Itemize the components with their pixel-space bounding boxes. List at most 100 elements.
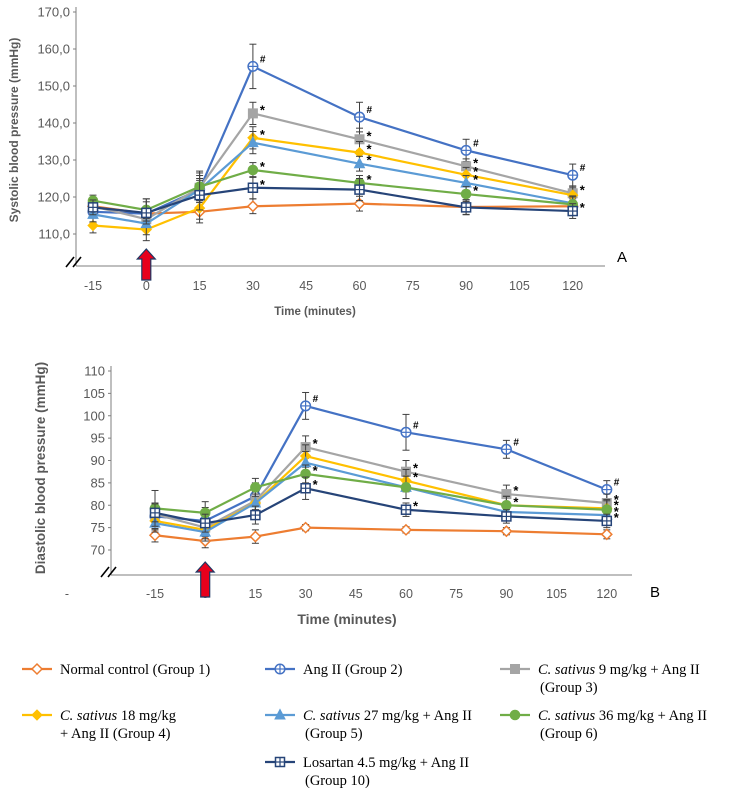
legend-label: Ang II (Group 2) xyxy=(303,662,403,678)
x-tick-label: 30 xyxy=(246,279,260,293)
data-point xyxy=(400,482,412,493)
significance-mark: * xyxy=(260,177,266,192)
data-point xyxy=(600,528,613,541)
legend: Normal control (Group 1) Ang II (Group 2)… xyxy=(22,662,707,789)
treatment-arrow-icon xyxy=(135,248,157,281)
significance-mark: * xyxy=(513,494,519,509)
data-point xyxy=(148,529,162,542)
significance-mark: * xyxy=(413,499,419,514)
legend-label-line2: (Group 6) xyxy=(540,726,598,742)
data-point xyxy=(601,515,613,527)
y-tick-label: 170,0 xyxy=(37,5,70,20)
data-point xyxy=(149,507,161,519)
significance-mark: # xyxy=(614,478,620,489)
series-7: ** xyxy=(87,176,586,225)
legend-label: C. sativus 27 mg/kg + Ang II xyxy=(303,708,472,724)
legend-swatch-marker xyxy=(274,663,286,675)
significance-mark: * xyxy=(313,463,319,478)
y-tick-label: 80 xyxy=(91,498,105,513)
legend-swatch-marker xyxy=(274,708,286,720)
data-point xyxy=(300,400,312,412)
y-axis-title: Systolic blood pressure (mmHg) xyxy=(7,38,21,223)
x-tick-label: 60 xyxy=(399,587,413,601)
significance-mark: * xyxy=(473,183,479,198)
x-axis-title: Time (minutes) xyxy=(274,306,356,318)
y-tick-label: 160,0 xyxy=(37,42,70,57)
data-point xyxy=(247,182,259,193)
legend-item: C. sativus 18 mg/kg + Ang II (Group 4) xyxy=(22,708,176,742)
legend-item: C. sativus 9 mg/kg + Ang II (Group 3) xyxy=(500,662,700,696)
series-6: * xyxy=(149,463,613,527)
panel-label: B xyxy=(650,584,660,601)
data-point xyxy=(87,202,99,213)
series-line xyxy=(154,445,607,529)
legend-item: Ang II (Group 2) xyxy=(265,662,403,678)
data-point xyxy=(247,60,259,72)
x-tick-label: 0 xyxy=(143,279,150,293)
significance-mark: * xyxy=(313,477,319,492)
series-4: *** xyxy=(87,126,579,242)
y-tick-label: 85 xyxy=(91,475,105,490)
data-point xyxy=(353,111,366,123)
significance-mark: * xyxy=(367,153,373,168)
significance-mark: * xyxy=(473,155,479,170)
data-point xyxy=(501,511,512,522)
x-tick-label: 30 xyxy=(299,587,313,601)
legend-label: C. sativus 18 mg/kg xyxy=(60,708,176,724)
data-point xyxy=(299,521,312,534)
series-5: * xyxy=(149,451,620,542)
significance-mark: # xyxy=(367,105,373,116)
legend-item: C. sativus 36 mg/kg + Ang II (Group 6) xyxy=(500,708,707,742)
x-tick-label: 120 xyxy=(562,279,583,293)
significance-mark: # xyxy=(260,54,266,65)
legend-swatch-marker xyxy=(31,709,43,721)
x-tick-label: 105 xyxy=(546,587,567,601)
data-point xyxy=(247,164,259,176)
x-axis-title: Time (minutes) xyxy=(297,611,396,627)
significance-mark: * xyxy=(260,127,266,142)
data-point xyxy=(87,219,99,232)
legend-label-text: 9 mg/kg + Ang II xyxy=(595,662,700,678)
series-line xyxy=(92,141,573,225)
legend-label: C. sativus 36 mg/kg + Ang II xyxy=(538,708,707,724)
data-point xyxy=(300,482,311,494)
chart-panel-A: 170,0 160,0 150,0 140,0 130,0 120,0 110,0 -15 0 1… xyxy=(7,5,627,319)
legend-label: Losartan 4.5 mg/kg + Ang II xyxy=(303,755,469,771)
series-line xyxy=(92,64,573,215)
data-point xyxy=(501,499,512,511)
y-tick-label: 110,0 xyxy=(38,227,70,242)
significance-mark: * xyxy=(367,172,373,187)
significance-mark: * xyxy=(473,172,479,187)
significance-mark: * xyxy=(614,504,620,519)
significance-mark: * xyxy=(260,102,266,117)
y-tick-label: 110 xyxy=(84,364,105,379)
data-point xyxy=(500,525,513,538)
x-tick-label: -15 xyxy=(84,279,102,293)
legend-label-text: 36 mg/kg + Ang II xyxy=(595,708,707,724)
axis-break-mark xyxy=(72,256,82,268)
data-point xyxy=(194,189,205,201)
data-point xyxy=(353,157,366,169)
y-tick-label: 120,0 xyxy=(37,190,70,205)
treatment-arrow-icon xyxy=(194,561,216,598)
data-point xyxy=(354,184,365,195)
significance-mark: * xyxy=(473,164,479,179)
x-tick-label: 15 xyxy=(248,587,262,601)
panel-label: A xyxy=(617,249,627,266)
data-point xyxy=(246,200,259,213)
y-tick-label: 95 xyxy=(91,431,105,446)
data-point xyxy=(250,482,261,493)
y-axis-title: Diastolic blood pressure (mmHg) xyxy=(33,362,48,574)
y-tick-label: 100 xyxy=(83,408,105,423)
data-point xyxy=(250,509,261,521)
data-point xyxy=(460,202,472,213)
series-line xyxy=(154,472,607,514)
significance-mark: * xyxy=(367,142,373,157)
data-point xyxy=(601,504,613,516)
legend-swatch-marker xyxy=(509,709,521,721)
legend-swatch-marker xyxy=(30,662,44,676)
y-tick-label: 130,0 xyxy=(37,153,70,168)
legend-label-italic: C. sativus xyxy=(303,708,361,724)
data-point xyxy=(567,169,579,181)
data-point xyxy=(400,504,412,515)
